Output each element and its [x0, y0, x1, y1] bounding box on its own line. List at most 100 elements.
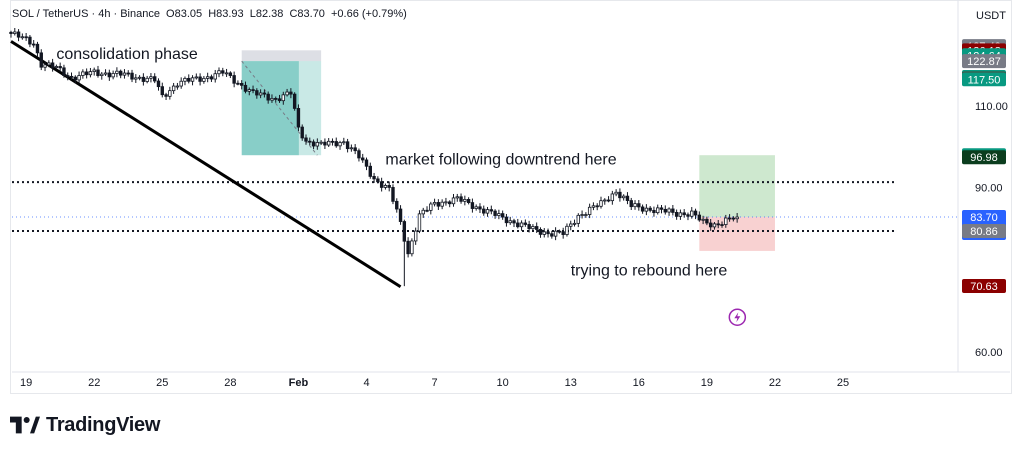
candle-body	[126, 72, 130, 75]
candle-body	[712, 223, 717, 228]
candle-body	[633, 203, 637, 208]
price-tag: 80.86	[962, 224, 1006, 239]
candle-body	[300, 126, 304, 139]
candle-body	[516, 222, 520, 228]
candle-body	[474, 206, 478, 209]
candle-body	[610, 193, 615, 202]
candle-body	[122, 72, 127, 76]
candle-body	[153, 76, 157, 82]
candle-body	[175, 85, 180, 88]
candle-body	[478, 206, 482, 210]
candle-body	[209, 76, 214, 80]
candle-body	[217, 70, 221, 75]
x-tick-label: 25	[156, 377, 168, 389]
candle-body	[88, 71, 93, 76]
candle-body	[311, 141, 316, 147]
candle-body	[183, 77, 187, 82]
price-chart[interactable]: consolidation phase market following down…	[0, 0, 1024, 400]
candle-body	[410, 240, 414, 255]
candle-body	[323, 141, 327, 146]
candles-group	[9, 27, 739, 287]
candle-body	[523, 222, 528, 225]
candle-body	[448, 201, 452, 205]
candle-body	[240, 83, 244, 86]
quote-currency-label[interactable]: USDT	[976, 10, 1006, 22]
candle-body	[466, 198, 471, 203]
candle-body	[504, 216, 509, 224]
candle-body	[62, 67, 66, 76]
candle-body	[690, 210, 694, 217]
candle-body	[440, 201, 444, 207]
short-position-profit-zone-ext	[298, 61, 322, 156]
candle-body	[274, 98, 278, 100]
candle-body	[500, 213, 505, 218]
candle-body	[625, 195, 630, 201]
candle-body	[417, 213, 422, 232]
candle-body	[716, 223, 720, 226]
candle-body	[606, 199, 611, 202]
candle-body	[107, 72, 112, 78]
candle-body	[292, 93, 297, 109]
symbol-label[interactable]: SOL / TetherUS · 4h · Binance	[12, 8, 160, 20]
candle-body	[160, 86, 164, 96]
candle-body	[580, 214, 584, 216]
candle-body	[659, 207, 664, 210]
price-tag-label: 83.70	[970, 212, 998, 224]
candle-body	[270, 98, 274, 101]
candle-body	[179, 80, 183, 87]
x-tick-label: 7	[432, 377, 438, 389]
price-tag-label: 117.50	[968, 74, 1001, 86]
candle-body	[47, 62, 51, 66]
short-position-path	[241, 60, 318, 156]
candle-body	[164, 94, 168, 97]
y-tick-label: 110.00	[975, 101, 1008, 113]
candle-body	[81, 71, 85, 76]
candle-body	[429, 203, 433, 211]
candle-body	[368, 165, 372, 177]
tradingview-wordmark: TradingView	[46, 413, 161, 436]
candle-body	[31, 43, 36, 46]
candle-body	[168, 90, 172, 97]
candle-body	[701, 218, 705, 221]
candle-body	[24, 36, 28, 39]
ohlc-close: C83.70	[289, 8, 325, 20]
price-tag-bg	[962, 72, 1006, 87]
candle-body	[724, 217, 728, 225]
candle-body	[444, 201, 448, 204]
candle-body	[13, 31, 17, 34]
candle-body	[591, 205, 596, 208]
candle-body	[115, 70, 119, 74]
candle-body	[308, 140, 312, 143]
candle-body	[39, 52, 43, 68]
ohlc-high: H83.93	[208, 8, 244, 20]
price-tag-label: 96.98	[970, 152, 998, 164]
candle-body	[686, 214, 690, 217]
candle-body	[137, 76, 142, 79]
price-tag-bg	[962, 278, 1006, 293]
candle-body	[262, 92, 267, 95]
ohlc-low: L82.38	[249, 8, 284, 20]
candle-body	[251, 89, 255, 92]
candle-body	[330, 140, 335, 143]
price-tag-label: 80.86	[970, 226, 998, 238]
candle-body	[512, 220, 516, 224]
candle-body	[413, 230, 418, 242]
footer-brand: TradingView	[10, 410, 160, 440]
candle-body	[194, 76, 199, 79]
candle-body	[455, 196, 459, 199]
candle-body	[198, 76, 202, 82]
chart-area[interactable]	[10, 0, 1012, 394]
candle-body	[587, 206, 592, 215]
candle-body	[402, 221, 407, 242]
candle-body	[735, 216, 739, 220]
candle-body	[546, 231, 550, 235]
candle-body	[77, 75, 81, 81]
price-tag: 70.63	[962, 278, 1006, 293]
candle-body	[652, 209, 656, 214]
candle-body	[228, 72, 233, 76]
candle-body	[595, 205, 599, 208]
candle-body	[236, 82, 240, 85]
candle-body	[406, 240, 410, 255]
candle-body	[187, 77, 191, 82]
candle-body	[398, 208, 403, 222]
